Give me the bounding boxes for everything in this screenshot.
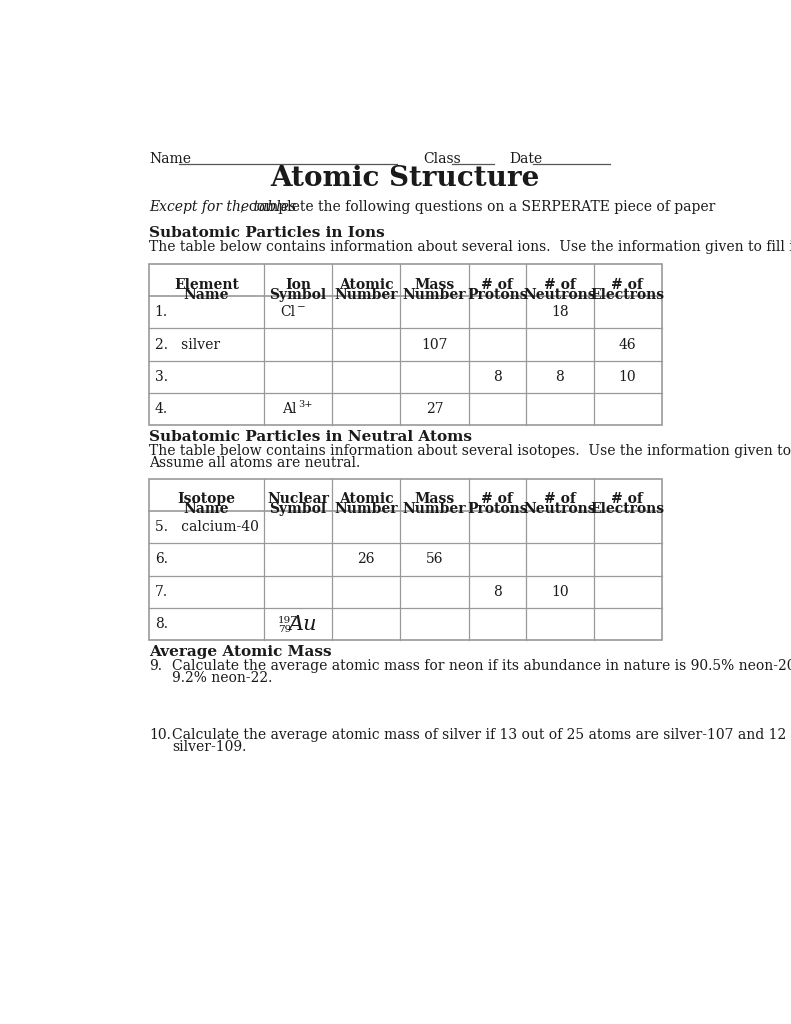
Text: Mass: Mass [414,278,455,292]
Text: # of: # of [481,493,513,507]
Text: 8: 8 [493,585,501,599]
Text: Calculate the average atomic mass for neon if its abundance in nature is 90.5% n: Calculate the average atomic mass for ne… [172,658,791,673]
Text: Electrons: Electrons [590,503,664,516]
Text: 8: 8 [555,370,564,384]
Text: 5.   calcium-40: 5. calcium-40 [155,520,259,535]
Text: −: − [297,303,306,312]
Text: 27: 27 [426,402,443,417]
Text: 10.: 10. [149,728,171,741]
Text: Neutrons: Neutrons [524,503,596,516]
Text: Ion: Ion [285,278,311,292]
Text: # of: # of [611,278,643,292]
Text: Nuclear: Nuclear [267,493,329,507]
Text: 3+: 3+ [298,400,312,410]
Text: 6.: 6. [155,553,168,566]
Bar [149,478,661,640]
Text: Symbol: Symbol [270,288,327,302]
Text: 8: 8 [493,370,501,384]
Text: 18: 18 [551,305,569,319]
Text: Neutrons: Neutrons [524,288,596,302]
Text: 2.   silver: 2. silver [155,338,220,351]
Text: Number: Number [403,288,466,302]
Text: Protons: Protons [467,503,528,516]
Text: Mass: Mass [414,493,455,507]
Text: Date: Date [509,152,543,166]
Text: Atomic: Atomic [339,493,394,507]
Text: Subatomic Particles in Ions: Subatomic Particles in Ions [149,226,385,240]
Text: 79: 79 [278,625,291,634]
Text: Atomic Structure: Atomic Structure [271,165,540,193]
Text: 7.: 7. [155,585,168,599]
Text: Number: Number [335,503,398,516]
Text: 9.2% neon-22.: 9.2% neon-22. [172,671,273,685]
Text: 10: 10 [551,585,569,599]
Text: Element: Element [174,278,239,292]
Text: 107: 107 [421,338,448,351]
Text: Subatomic Particles in Neutral Atoms: Subatomic Particles in Neutral Atoms [149,430,472,443]
Text: 1.: 1. [155,305,168,319]
Text: 197: 197 [278,615,297,625]
Text: 9.: 9. [149,658,162,673]
Text: Cl: Cl [281,305,296,319]
Text: Assume all atoms are neutral.: Assume all atoms are neutral. [149,456,361,470]
Bar [149,264,661,426]
Text: 56: 56 [426,553,443,566]
Text: 26: 26 [358,553,375,566]
Text: Au: Au [289,614,317,634]
Text: Isotope: Isotope [178,493,236,507]
Text: Protons: Protons [467,288,528,302]
Text: Name: Name [184,288,229,302]
Text: silver-109.: silver-109. [172,740,247,755]
Text: 8.: 8. [155,617,168,631]
Text: # of: # of [544,278,576,292]
Text: # of: # of [481,278,513,292]
Text: Calculate the average atomic mass of silver if 13 out of 25 atoms are silver-107: Calculate the average atomic mass of sil… [172,728,791,741]
Text: Electrons: Electrons [590,288,664,302]
Text: Name: Name [184,503,229,516]
Text: Al: Al [282,402,297,417]
Text: The table below contains information about several ions.  Use the information gi: The table below contains information abo… [149,240,791,254]
Text: Except for the tables: Except for the tables [149,201,297,214]
Text: Number: Number [403,503,466,516]
Text: # of: # of [544,493,576,507]
Text: 46: 46 [619,338,636,351]
Text: Average Atomic Mass: Average Atomic Mass [149,645,332,658]
Text: 10: 10 [619,370,636,384]
Text: The table below contains information about several isotopes.  Use the informatio: The table below contains information abo… [149,443,791,458]
Text: Number: Number [335,288,398,302]
Text: Atomic: Atomic [339,278,394,292]
Text: 4.: 4. [155,402,168,417]
Text: 3.: 3. [155,370,168,384]
Text: Class: Class [423,152,460,166]
Text: Name: Name [149,152,191,166]
Text: Symbol: Symbol [270,503,327,516]
Text: # of: # of [611,493,643,507]
Text: , complete the following questions on a SERPERATE piece of paper: , complete the following questions on a … [240,201,716,214]
